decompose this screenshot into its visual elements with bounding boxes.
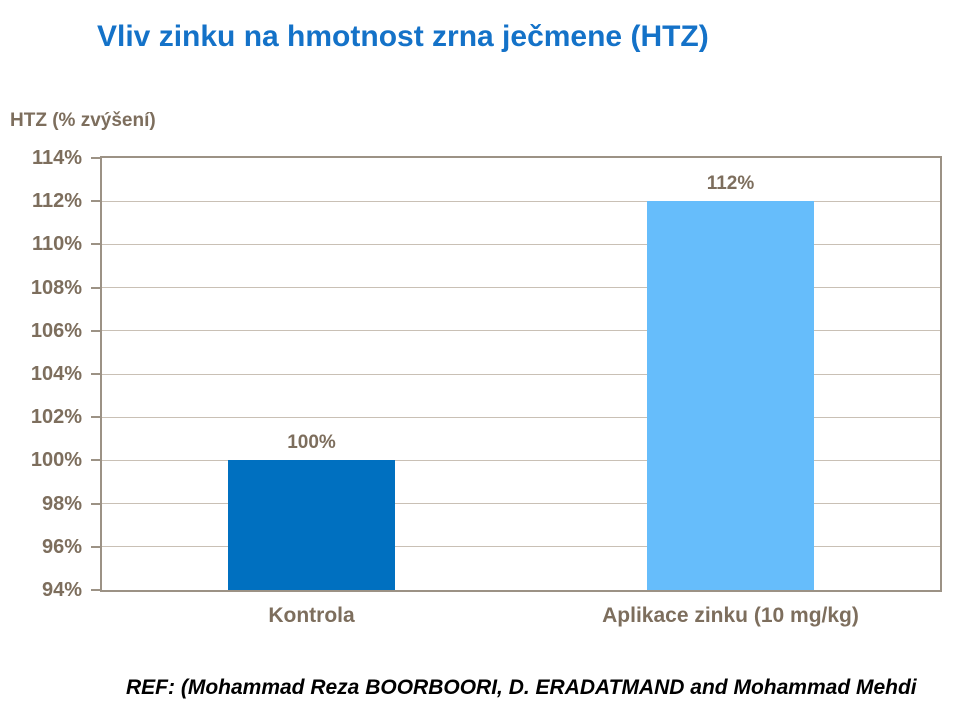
y-tick-mark-94 <box>91 589 100 591</box>
x-category-label-aplikace-zinku-10-mg-kg: Aplikace zinku (10 mg/kg) <box>602 604 859 627</box>
y-tick-label-96: 96% <box>41 535 82 558</box>
plot-area: 94% 96% 98% 100% 102% 104% 106% 108% 110% 112% 114… <box>31 147 942 627</box>
bar-aplikace-zinku-10-mg-kg <box>647 201 814 590</box>
y-tick-label-112: 112% <box>31 190 82 213</box>
gridline-96 <box>102 546 940 548</box>
gridline-112 <box>102 200 940 202</box>
y-tick-mark-112 <box>91 200 100 203</box>
y-tick-label-100: 100% <box>30 449 82 472</box>
y-tick-label-104: 104% <box>30 363 82 385</box>
y-tick-mark-108 <box>91 286 100 289</box>
gridline-102 <box>102 416 940 418</box>
y-tick-mark-96 <box>91 545 100 548</box>
y-tick-label-98: 98% <box>41 492 82 515</box>
gridline-108 <box>102 287 940 289</box>
y-tick-mark-114 <box>91 157 100 159</box>
gridline-104 <box>102 373 940 375</box>
gridline-100 <box>102 459 940 461</box>
bar-kontrola <box>228 460 395 590</box>
y-tick-mark-106 <box>91 329 100 332</box>
y-tick-mark-100 <box>91 459 100 462</box>
y-tick-label-94: 94% <box>41 579 82 601</box>
y-tick-label-102: 102% <box>30 406 82 429</box>
reference-text: REF: (Mohammad Reza BOORBOORI, D. ERADAT… <box>126 676 917 699</box>
y-tick-label-108: 108% <box>30 276 82 299</box>
y-tick-mark-102 <box>91 416 100 419</box>
bar-value-label-kontrola: 100% <box>287 432 336 454</box>
y-tick-mark-104 <box>91 373 100 375</box>
y-tick-mark-98 <box>91 502 100 505</box>
y-tick-label-110: 110% <box>31 233 82 256</box>
x-category-label-kontrola: Kontrola <box>268 604 355 627</box>
y-tick-label-114: 114% <box>31 147 82 169</box>
bar-value-label-aplikace-zinku-10-mg-kg: 112% <box>706 173 755 195</box>
y-axis-title: HTZ (% zvýšení) <box>10 110 156 131</box>
gridline-106 <box>102 330 940 332</box>
gridline-98 <box>102 503 940 505</box>
y-tick-label-106: 106% <box>30 319 82 342</box>
gridline-110 <box>102 243 940 245</box>
y-tick-mark-110 <box>91 243 100 246</box>
chart-title: Vliv zinku na hmotnost zrna ječmene (HTZ… <box>97 20 709 53</box>
